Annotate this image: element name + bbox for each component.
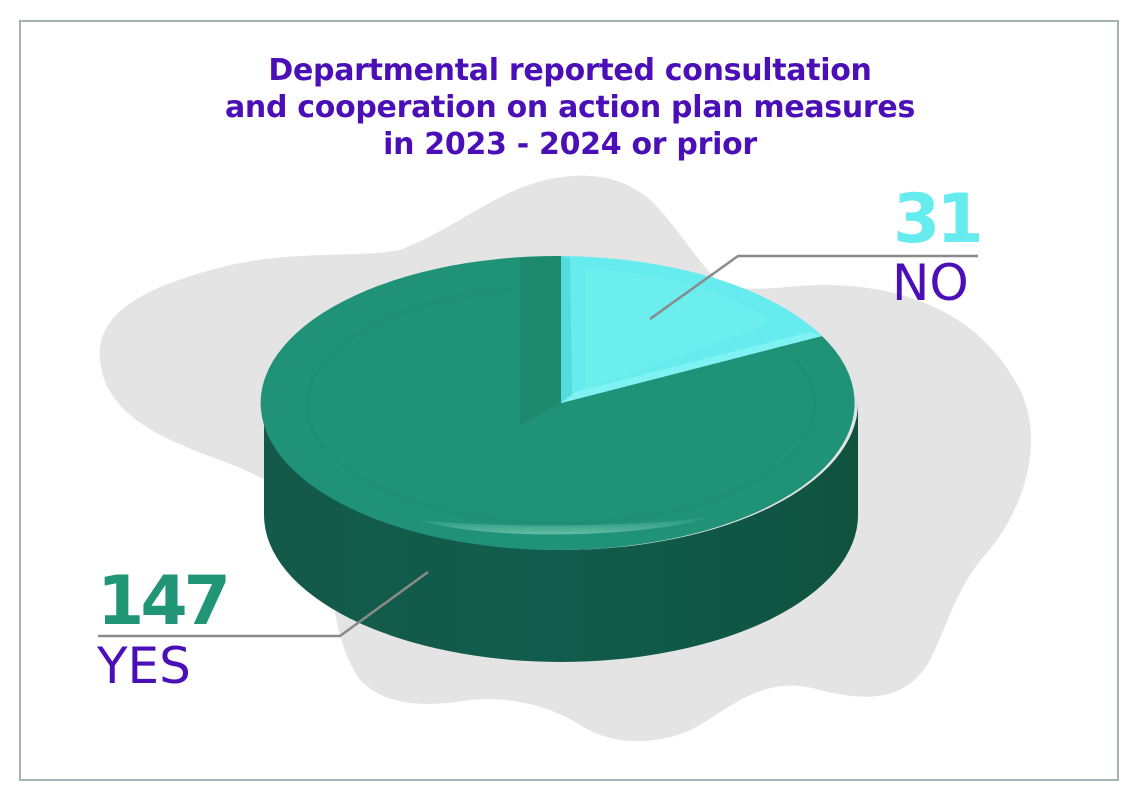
no-label: NO	[892, 254, 969, 312]
no-slice-inner	[585, 268, 768, 390]
no-slice-edge-shade	[561, 256, 572, 403]
chart-frame	[19, 20, 1119, 781]
chart-title: Departmental reported consultation and c…	[120, 52, 1020, 163]
no-leader-line	[649, 254, 978, 321]
no-value: 31	[893, 180, 984, 259]
yes-leader-line	[98, 570, 429, 638]
title-line-3: in 2023 - 2024 or prior	[383, 127, 757, 162]
no-slice-edge-light	[561, 332, 822, 403]
yes-slice-shade	[520, 256, 561, 425]
pie-rim-highlight	[420, 515, 720, 535]
title-line-2: and cooperation on action plan measures	[224, 90, 916, 125]
pie-side	[264, 403, 858, 662]
yes-label: YES	[97, 637, 191, 695]
yes-value: 147	[97, 562, 231, 641]
title-line-1: Departmental reported consultation	[268, 53, 872, 88]
